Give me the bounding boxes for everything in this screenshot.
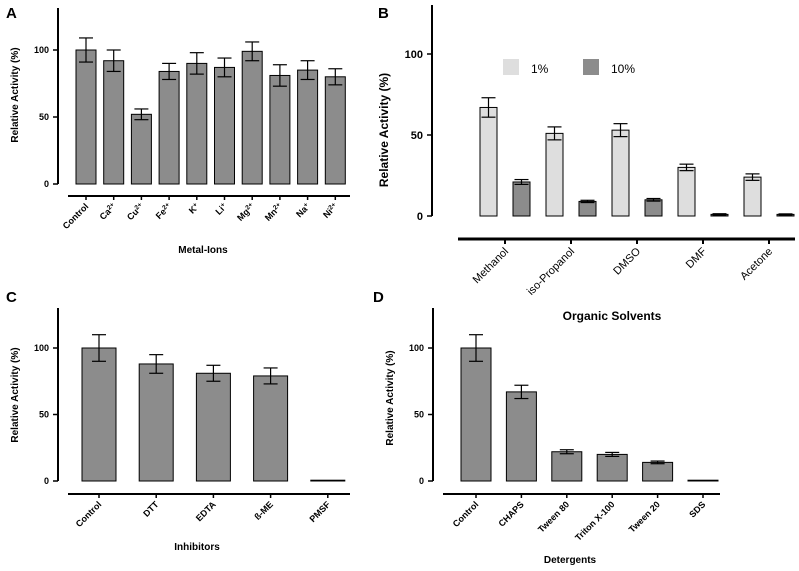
panel-a-letter: A [6,5,17,22]
panel-d-category-label: Tween 20 [627,499,662,534]
panel-a-bar [297,69,319,185]
panel-b-bar-1pct [611,129,630,217]
panel-c-bar [138,363,174,482]
panel-b-bar-10pct [578,200,597,217]
panel-c-category-label: EDTA [194,499,218,523]
panel-c-category-label: PMSF [307,499,332,524]
panel-a-bar [269,74,291,185]
panel-c-y-tick-label: 50 [39,410,49,420]
panel-a-y-axis-title: Relative Activity (%) [10,47,21,142]
panel-a-category-label: Ni2+ [321,201,340,220]
panel-d-bar [687,479,719,482]
legend-swatch-1pct [503,59,519,75]
panel-d-y-tick-label: 100 [409,343,424,353]
panel-b-bar-1pct [743,176,762,217]
panel-b-y-tick-label: 0 [417,211,423,223]
panel-d-letter: D [373,289,384,306]
panel-d-category-label: Tween 80 [536,499,571,534]
panel-c: C Relative Activity (%) Inhibitors 0 50 10… [6,289,350,553]
panel-a-category-label: Mn2+ [262,201,284,223]
panel-a-category-superscript: 2+ [133,201,143,211]
panel-c-y-tick-label: 100 [34,343,49,353]
panel-a-y-tick-label: 50 [39,112,49,122]
panel-c-bar [310,479,346,482]
panel-d-bar [460,347,492,482]
panel-c-letter: C [6,289,17,306]
panel-b-category-label: Acetone [738,246,775,283]
panel-b-category-label: iso-Propanol [525,246,577,298]
panel-b-bar-1pct [545,132,564,217]
panel-a-bar [130,113,152,185]
panel-a-category-label: Mg2+ [235,201,257,223]
legend-swatch-10pct [583,59,599,75]
panel-d-y-axis-title: Relative Activity (%) [385,350,396,445]
panel-a-category-superscript: 2+ [272,201,282,211]
panel-b-letter: B [378,5,389,22]
panel-c-bar [195,372,231,482]
panel-d-y-tick-label: 50 [414,410,424,420]
panel-c-bar [253,375,289,482]
panel-a-bar [186,62,208,185]
panel-b-category-label: Methanol [471,246,511,286]
panel-d-category-label: Triton X-100 [573,499,616,542]
panel-b-y-tick-label: 50 [411,130,423,142]
panel-a-category-label: Control [61,201,91,231]
panel-b-bar-1pct [677,166,696,217]
panel-d-bar [551,451,583,482]
panel-c-y-axis-title: Relative Activity (%) [10,347,21,442]
panel-a-category-superscript: 2+ [105,201,115,211]
panel-a-bar [241,50,263,185]
panel-a-y-tick-label: 100 [34,45,49,55]
panel-a-bar [214,66,235,185]
panel-b-bar-10pct [644,199,663,217]
panel-d: D Relative Activity (%) Detergents 0 50 10… [373,289,720,566]
panel-a-category-superscript: 2+ [244,201,254,211]
panel-a-category-label: K+ [187,201,202,216]
panel-d-category-label: CHAPS [496,499,525,528]
panel-a-category-label: Ca2+ [97,201,118,222]
panel-a-category-superscript: + [302,201,310,209]
panel-a-category-label: Cu2+ [125,201,146,222]
panel-c-bar [81,347,117,482]
panel-b-category-label: DMF [684,245,710,271]
panel-d-y-tick-label: 0 [419,476,424,486]
panel-b-bar-10pct [512,181,531,217]
panel-a-category-superscript: + [191,201,199,209]
panel-d-bar [505,391,537,482]
panel-a: A Relative Activity (%) Metal-Ions 0 50 10… [6,5,350,256]
panel-c-category-label: DTT [141,499,161,519]
panel-a-bar [324,76,346,185]
legend-label-1pct: 1% [531,62,549,76]
panel-a-category-label: Li+ [213,201,229,217]
panel-d-x-axis-title: Detergents [544,555,597,566]
panel-a-bar [158,70,180,185]
panel-b-y-axis-title: Relative Activity (%) [377,73,391,187]
panel-a-category-superscript: 2+ [161,201,171,211]
panel-d-category-label: Control [451,499,481,529]
panel-b-x-axis-title: Organic Solvents [563,309,662,323]
panel-a-x-axis-title: Metal-Ions [178,245,228,256]
panel-c-y-tick-label: 0 [44,476,49,486]
panel-b-y-tick-label: 100 [405,49,423,61]
panel-a-category-superscript: + [219,201,227,209]
panel-d-bar [642,461,674,482]
legend-label-10pct: 10% [611,62,635,76]
panel-c-category-label: Control [74,499,104,529]
panel-a-category-label: Fe2+ [153,201,173,221]
panel-c-category-label: ß-ME [252,499,275,522]
panel-d-bar [596,453,628,482]
panel-d-category-label: SDS [687,499,707,519]
panel-b-bar-1pct [479,106,498,217]
panel-a-category-label: Na+ [294,201,312,219]
panel-a-bar [103,60,125,185]
panel-b: B Relative Activity (%) 1% 10% Organic S… [377,5,795,323]
panel-a-y-tick-label: 0 [44,179,49,189]
panel-c-x-axis-title: Inhibitors [174,542,220,553]
panel-b-category-label: DMSO [611,245,643,277]
panel-a-category-superscript: 2+ [327,201,337,211]
panel-a-bar [75,49,97,185]
